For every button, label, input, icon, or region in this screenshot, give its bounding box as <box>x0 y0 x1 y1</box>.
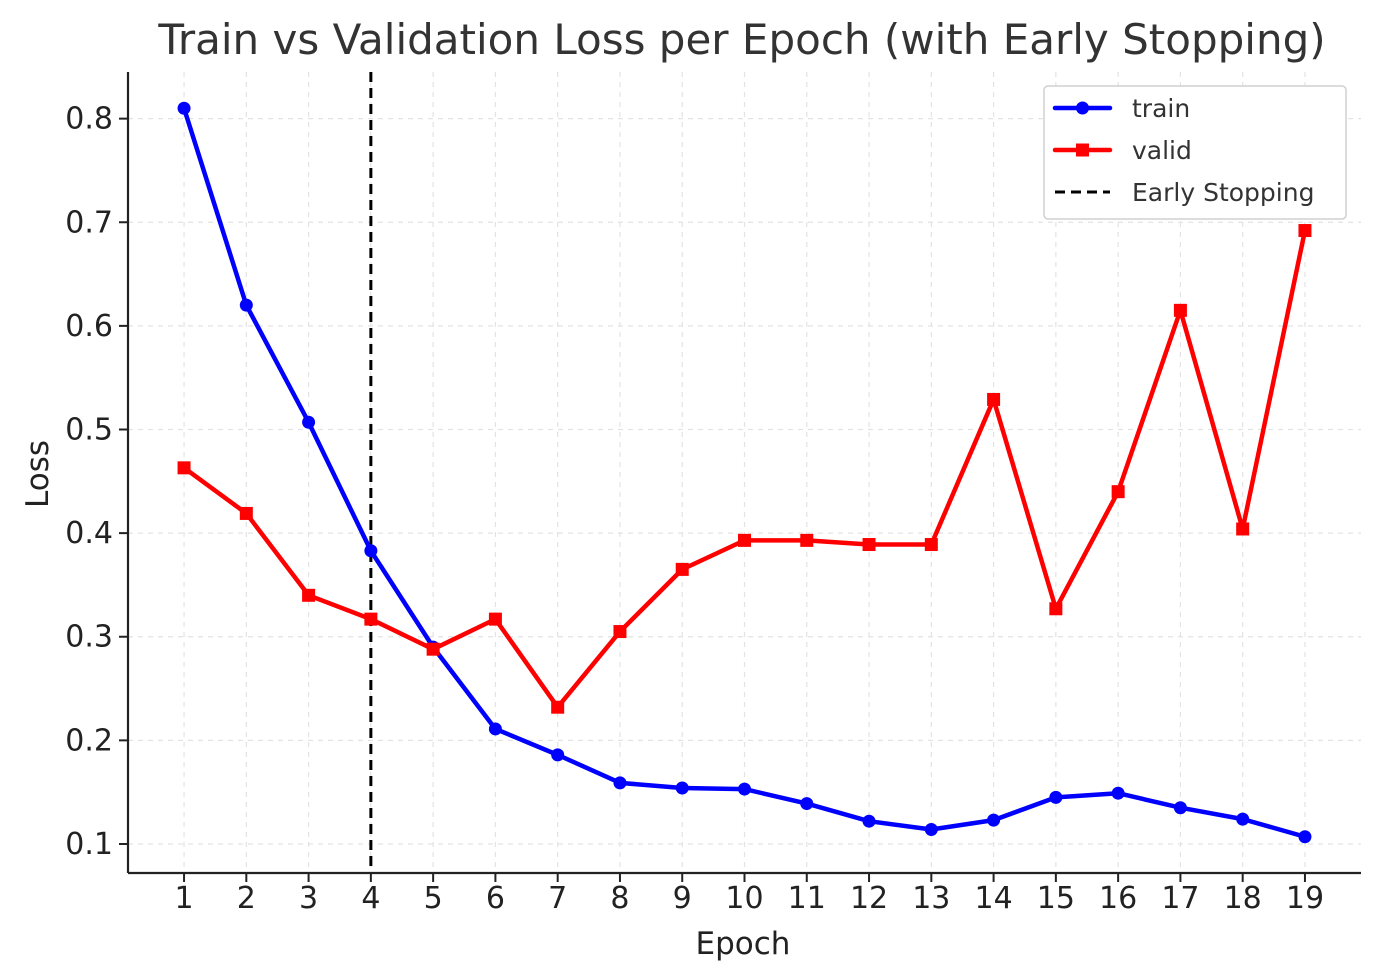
y-tick-label: 0.3 <box>65 620 113 655</box>
train-point <box>987 813 1001 827</box>
valid-point <box>1111 485 1125 499</box>
train-point <box>1173 801 1187 815</box>
x-tick-label: 12 <box>850 881 888 916</box>
x-tick-label: 9 <box>673 881 692 916</box>
x-tick-label: 8 <box>610 881 629 916</box>
valid-point <box>675 562 689 576</box>
train-point <box>1049 790 1063 804</box>
valid-point <box>1173 303 1187 317</box>
y-tick-label: 0.6 <box>65 309 113 344</box>
valid-point <box>738 533 751 547</box>
train-point <box>800 797 814 811</box>
y-tick-label: 0.8 <box>65 102 113 137</box>
x-tick-label: 7 <box>548 881 567 916</box>
x-tick-label: 15 <box>1037 881 1075 916</box>
x-tick-label: 5 <box>424 881 443 916</box>
x-tick-label: 1 <box>174 881 193 916</box>
x-tick-label: 4 <box>361 881 380 916</box>
y-tick-label: 0.1 <box>65 827 113 862</box>
valid-point <box>924 538 938 552</box>
chart-title: Train vs Validation Loss per Epoch (with… <box>157 15 1325 64</box>
valid-point <box>1298 224 1312 238</box>
train-point <box>488 722 502 736</box>
train-point <box>177 101 191 115</box>
legend-early-stopping-label: Early Stopping <box>1132 178 1314 207</box>
y-tick-label: 0.7 <box>65 205 113 240</box>
valid-point <box>302 588 316 602</box>
x-tick-label: 14 <box>974 881 1012 916</box>
x-tick-label: 13 <box>912 881 950 916</box>
train-point <box>302 415 316 429</box>
series-layer <box>177 101 1312 844</box>
valid-point <box>551 700 565 714</box>
train-point <box>924 822 938 836</box>
valid-point <box>613 625 627 639</box>
valid-point <box>239 506 253 520</box>
valid-point <box>1049 602 1063 616</box>
x-tick-label: 17 <box>1161 881 1199 916</box>
tick-layer: 0.10.20.30.40.50.60.70.81 2 3 4 5 6 7 8 9 10 11 12 1… <box>65 102 1324 916</box>
x-tick-label: 3 <box>299 881 318 916</box>
valid-point <box>364 612 378 626</box>
valid-point <box>426 642 440 656</box>
train-point <box>1111 786 1125 800</box>
valid-point <box>488 612 502 626</box>
train-point <box>862 814 876 828</box>
y-axis-label: Loss <box>20 440 56 508</box>
train-point <box>738 782 751 796</box>
x-tick-label: 10 <box>725 881 763 916</box>
x-tick-label: 6 <box>486 881 505 916</box>
train-point <box>551 748 565 762</box>
legend-train-label: train <box>1132 94 1190 123</box>
train-point <box>1298 830 1312 844</box>
x-tick-label: 2 <box>237 881 256 916</box>
y-tick-label: 0.2 <box>65 723 113 758</box>
x-tick-label: 16 <box>1099 881 1137 916</box>
legend-valid-marker <box>1076 143 1089 157</box>
train-point <box>613 776 627 790</box>
valid-point <box>177 461 191 475</box>
train-point <box>364 544 378 558</box>
x-axis-label: Epoch <box>696 926 791 962</box>
legend-valid-label: valid <box>1132 136 1192 165</box>
valid-point <box>862 538 876 552</box>
y-tick-label: 0.5 <box>65 412 113 447</box>
valid-point <box>1236 522 1250 536</box>
train-point <box>675 781 689 795</box>
x-tick-label: 11 <box>788 881 826 916</box>
y-tick-label: 0.4 <box>65 516 113 551</box>
legend-box <box>1043 85 1347 220</box>
x-tick-label: 19 <box>1286 881 1324 916</box>
train-point <box>239 298 253 312</box>
train-point <box>1236 812 1250 826</box>
valid-point <box>987 392 1001 406</box>
legend-train-marker <box>1076 101 1089 115</box>
x-tick-label: 18 <box>1224 881 1262 916</box>
legend: train valid Early Stopping <box>1043 85 1347 220</box>
valid-point <box>800 533 814 547</box>
